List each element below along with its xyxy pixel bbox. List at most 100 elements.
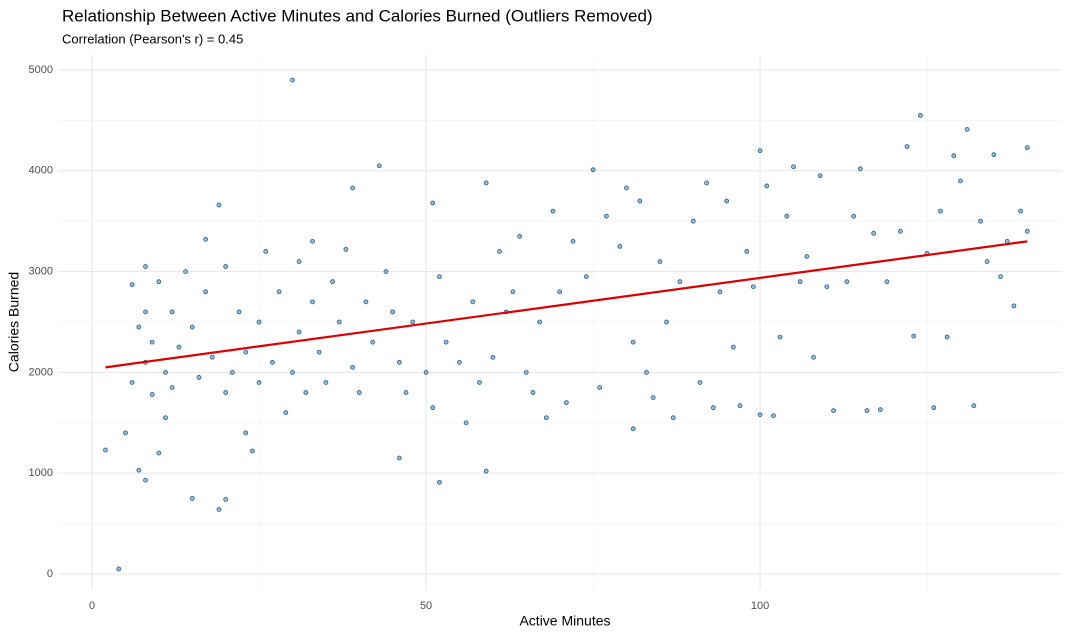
point [844,279,850,285]
chart-subtitle: Correlation (Pearson's r) = 0.45 [62,31,243,46]
y-tick-label: 5000 [29,64,53,76]
point [290,369,295,375]
point [350,185,355,191]
point [1011,303,1017,309]
point [583,274,589,280]
point [116,566,122,572]
point [771,413,776,419]
point [670,415,676,421]
point [149,339,155,345]
point [630,426,636,432]
point [370,339,376,345]
point [624,185,629,191]
point [143,309,148,315]
point [523,369,529,375]
point [884,279,890,285]
point [343,247,349,252]
point [864,408,870,414]
point [136,324,142,330]
point [149,392,155,397]
point [964,127,970,132]
point [243,430,249,436]
point [163,415,168,421]
point [637,198,643,204]
point [951,153,957,159]
point [871,230,877,236]
point [336,319,342,325]
y-tick-label: 4000 [29,165,53,177]
point [136,467,142,473]
point [724,198,730,204]
point [677,279,683,285]
point [744,249,750,254]
point [183,269,188,275]
point [189,495,195,501]
point [276,289,282,295]
point [904,144,910,150]
point [143,477,148,483]
point [483,180,489,186]
y-tick-label: 1000 [29,467,53,479]
point [457,359,462,365]
point [169,385,175,390]
y-tick-label: 0 [47,568,53,580]
point [223,496,229,502]
point [249,448,255,454]
point [570,238,576,244]
point [290,77,295,83]
point [163,369,168,375]
point [216,202,222,208]
point [824,284,830,290]
point [517,233,522,239]
point [737,403,743,409]
point [310,238,315,244]
point [497,249,502,254]
point [156,450,162,456]
point [443,339,449,345]
point [550,208,556,214]
point [931,405,937,411]
point [430,405,436,411]
point [477,380,482,385]
point [383,269,389,275]
point [423,369,429,375]
point [958,178,963,184]
point [296,259,302,264]
x-tick-label: 100 [751,600,769,612]
point [223,264,229,269]
point [797,279,803,285]
y-tick-label: 3000 [29,266,53,278]
point [510,289,516,295]
point [330,279,335,285]
point [530,390,536,395]
point [978,218,983,224]
point [350,364,355,370]
point [757,148,763,154]
point [704,180,710,186]
point [396,455,402,461]
point [283,410,289,416]
point [1024,145,1030,151]
point [590,167,596,173]
point [156,279,162,285]
y-axis-label: Calories Burned [6,272,22,372]
point [1018,208,1023,214]
point [229,369,235,375]
point [563,400,569,406]
point [256,319,262,325]
point [396,359,402,365]
point [169,309,175,315]
point [984,259,990,264]
point [897,228,903,234]
point [911,333,917,339]
point [831,408,836,414]
point [617,244,623,249]
point [303,390,309,395]
point [877,407,883,413]
point [323,380,329,385]
point [376,163,382,169]
point [216,507,222,512]
point [657,259,663,264]
point [817,173,823,179]
